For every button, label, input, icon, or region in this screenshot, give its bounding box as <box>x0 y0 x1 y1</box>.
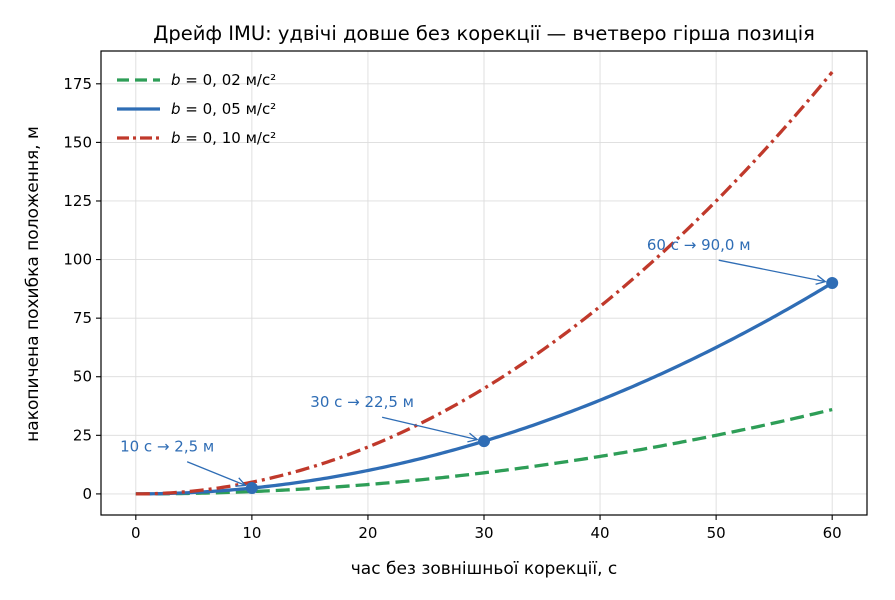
annotation-layer: 10 с → 2,5 м 30 с → 22,5 м 60 с → 90,0 м <box>120 236 827 487</box>
x-axis-label: час без зовнішньої корекції, с <box>351 559 617 579</box>
x-tick-label: 30 <box>474 524 493 542</box>
x-tick-label: 50 <box>707 524 726 542</box>
x-axis: 0 10 20 30 40 50 60 <box>131 515 842 542</box>
y-tick-label: 75 <box>73 309 92 327</box>
annotation-label-3: 60 с → 90,0 м <box>647 236 751 254</box>
x-tick-label: 10 <box>242 524 261 542</box>
annotation-label-1: 10 с → 2,5 м <box>120 438 214 456</box>
annotation-arrowhead-1 <box>235 477 247 487</box>
legend-label-3: b = 0, 10 м/с² <box>171 129 276 147</box>
annotation-arrow-2 <box>381 416 478 441</box>
annotation-arrow-1 <box>186 461 246 487</box>
data-point-3 <box>826 277 839 289</box>
y-axis-label: накопичена похибка положення, м <box>23 126 43 442</box>
annotation-label-2: 30 с → 22,5 м <box>310 393 414 411</box>
y-tick-label: 50 <box>73 368 92 386</box>
annotation-arrow-3 <box>718 259 826 283</box>
x-tick-label: 60 <box>823 524 842 542</box>
legend-label-1: b = 0, 02 м/с² <box>171 71 276 89</box>
y-tick-label: 25 <box>73 426 92 444</box>
annotation-arrowhead-3 <box>815 274 827 285</box>
y-tick-label: 100 <box>63 251 92 269</box>
annotation-arrowhead-2 <box>467 432 479 443</box>
x-tick-label: 40 <box>591 524 610 542</box>
legend-label-2: b = 0, 05 м/с² <box>171 100 276 118</box>
data-point-2 <box>478 435 490 448</box>
data-point-1 <box>245 482 258 495</box>
x-tick-label: 20 <box>358 524 377 542</box>
chart-title: Дрейф IMU: удвічі довше без корекції — в… <box>153 22 815 45</box>
grid <box>101 51 867 515</box>
y-tick-label: 175 <box>63 75 92 93</box>
y-axis: 0 25 50 75 100 125 150 175 <box>63 75 101 503</box>
legend: b = 0, 02 м/с² b = 0, 05 м/с² b = 0, 10 м/… <box>117 71 276 147</box>
y-tick-label: 0 <box>82 485 92 503</box>
series-line-1 <box>135 407 833 496</box>
x-tick-label: 0 <box>131 524 141 542</box>
marker-layer <box>245 277 839 495</box>
y-tick-label: 125 <box>63 192 92 210</box>
y-tick-label: 150 <box>63 133 92 151</box>
